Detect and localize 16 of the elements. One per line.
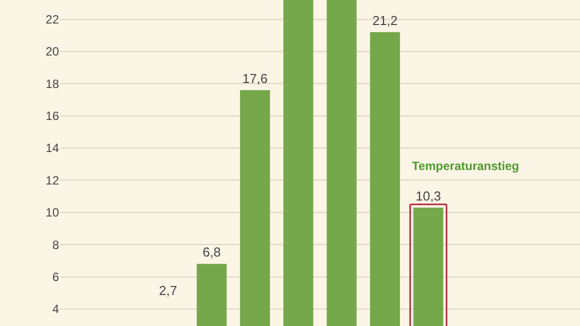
data-label: 21,2 bbox=[372, 12, 398, 28]
y-tick-label: 12 bbox=[46, 173, 60, 188]
y-tick-label: 10 bbox=[46, 206, 60, 220]
y-tick-label: 16 bbox=[46, 109, 60, 124]
data-label: 6,8 bbox=[202, 244, 221, 260]
y-tick-label: 14 bbox=[46, 141, 60, 156]
annotation: Temperaturanstieg bbox=[412, 159, 520, 173]
y-tick-label: 20 bbox=[46, 44, 60, 59]
y-tick-label: 8 bbox=[52, 238, 60, 252]
data-label: 17,6 bbox=[242, 70, 268, 86]
y-tick-label: 4 bbox=[52, 302, 60, 316]
data-label: 10,3 bbox=[416, 188, 441, 204]
y-tick-label: 6 bbox=[52, 270, 60, 284]
annotation: 2,7 bbox=[159, 283, 178, 298]
y-tick-label: 18 bbox=[46, 76, 60, 91]
y-tick-label: 22 bbox=[46, 12, 60, 27]
